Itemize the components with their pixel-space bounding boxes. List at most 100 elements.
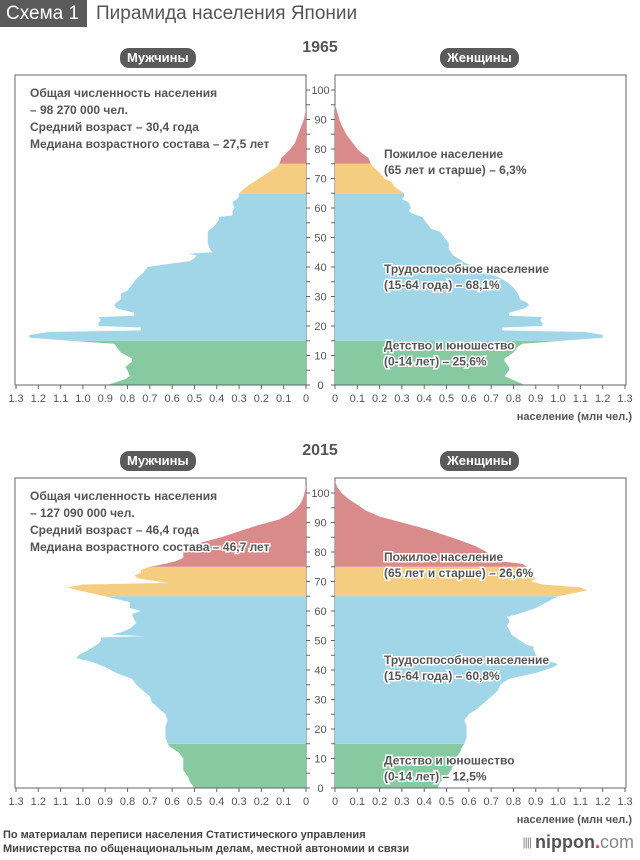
y2015-stat-line: – 127 090 000 чел.: [30, 506, 135, 520]
y1965-men-x-tick-label: 1.1: [53, 393, 68, 405]
y2015-women-x-tick-label: 0.5: [439, 796, 454, 808]
y1965-stat-line: Общая численность населения: [30, 86, 217, 100]
y1965-women-x-tick-label: 0.2: [372, 393, 387, 405]
y2015-age-tick-label: 70: [314, 577, 326, 589]
y2015-stat-line: Медиана возрастного состава – 46,7 лет: [30, 540, 270, 554]
y2015-women-band-0-15: [335, 743, 465, 788]
y1965-women-x-tick-label: 0: [332, 393, 338, 405]
y2015-women-x-tick-label: 0.4: [417, 796, 432, 808]
y1965-men-x-tick-label: 0.3: [231, 393, 246, 405]
y1965-men-x-tick-label: 0.8: [120, 393, 135, 405]
men-label-2015: Мужчины: [120, 451, 196, 471]
y2015-age-tick-label: 90: [314, 518, 326, 530]
y2015-age-tick-label: 10: [314, 754, 326, 766]
y1965-women-x-tick-label: 0.6: [461, 393, 476, 405]
y2015-annotation-share: (15-64 года) – 60,8%: [384, 669, 500, 683]
y2015-women-x-tick-label: 0.7: [484, 796, 499, 808]
y1965-women-x-tick-label: 1.1: [573, 393, 588, 405]
women-label-1965: Женщины: [440, 48, 519, 68]
y2015-women-x-tick-label: 0.3: [394, 796, 409, 808]
y2015-men-x-tick-label: 0.3: [231, 796, 246, 808]
y1965-men-x-tick-label: 0.4: [209, 393, 224, 405]
y1965-men-band-0-15: [69, 340, 306, 385]
y2015-men-x-tick-label: 0.7: [142, 796, 157, 808]
y2015-stat-line: Средний возраст – 46,4 года: [30, 523, 199, 537]
y1965-women-x-tick-label: 0.1: [350, 393, 365, 405]
year-label-1965: 1965: [302, 39, 338, 56]
y1965-annotation-title: Пожилое население: [384, 147, 504, 161]
y1965-age-tick-label: 100: [311, 85, 329, 97]
source-note: По материалам переписи населения Статист…: [3, 828, 409, 856]
y1965-age-tick-label: 60: [314, 203, 326, 215]
y2015-men-x-tick-label: 0.2: [254, 796, 269, 808]
y1965-women-x-tick-label: 1.2: [595, 393, 610, 405]
y1965-women-x-tick-label: 0.9: [528, 393, 543, 405]
y2015-age-tick-label: 40: [314, 665, 326, 677]
y1965-stat-line: Медиана возрастного состава – 27,5 лет: [30, 137, 270, 151]
y1965-women-band-75-105: [335, 104, 371, 164]
y1965-women-x-tick-label: 1.3: [617, 393, 632, 405]
y1965-men-x-tick-label: 0: [303, 393, 309, 405]
y1965-women-x-tick-label: 0.4: [417, 393, 432, 405]
source-line-1: По материалам переписи населения Статист…: [3, 829, 366, 841]
y2015-annotation-title: Пожилое население: [384, 550, 504, 564]
y1965-age-tick-label: 0: [317, 380, 323, 392]
y2015-men-x-tick-label: 1.3: [8, 796, 23, 808]
y2015-men-band-0-15: [167, 743, 306, 788]
y1965-age-tick-label: 30: [314, 292, 326, 304]
y2015-annotation-title: Трудоспособное население: [384, 653, 549, 667]
y2015-women-x-tick-label: 0.1: [350, 796, 365, 808]
y1965-annotation-share: (65 лет и старше) – 6,3%: [384, 163, 527, 177]
y2015-women-x-tick-label: 0.2: [372, 796, 387, 808]
y2015-men-band-65-75: [67, 566, 306, 597]
y2015-men-x-tick-label: 0.6: [165, 796, 180, 808]
y1965-men-x-tick-label: 0.6: [165, 393, 180, 405]
y2015-men-x-tick-label: 1.1: [53, 796, 68, 808]
y2015-women-x-tick-label: 0: [332, 796, 338, 808]
y2015-women-x-tick-label: 0.8: [506, 796, 521, 808]
y2015-women-x-tick-label: 0.9: [528, 796, 543, 808]
logo-bars-icon: ||||: [522, 835, 533, 849]
y2015-age-tick-label: 60: [314, 606, 326, 618]
y1965-men-x-tick-label: 0.9: [98, 393, 113, 405]
y2015-stat-line: Общая численность населения: [30, 489, 217, 503]
y1965-age-tick-label: 50: [314, 233, 326, 245]
y2015-age-tick-label: 20: [314, 724, 326, 736]
page-title: Пирамида населения Японии: [96, 3, 358, 24]
y1965-annotation-share: (0-14 лет) – 25,6%: [384, 355, 487, 369]
y2015-annotation-title: Детство и юношество: [384, 753, 515, 767]
y1965-women-band-65-75: [335, 163, 405, 194]
y2015-age-tick-label: 0: [317, 783, 323, 795]
y1965-men-band-65-75: [239, 163, 306, 194]
y1965-annotation-share: (15-64 года) – 68,1%: [384, 278, 500, 292]
y2015-men-x-tick-label: 0.1: [276, 796, 291, 808]
y1965-women-band-0-15: [335, 340, 563, 385]
y1965-men-band-75-105: [279, 107, 306, 164]
y1965-stat-line: Средний возраст – 30,4 года: [30, 120, 199, 134]
figure-badge: Схема 1: [0, 0, 88, 27]
y1965-men-x-tick-label: 0.7: [142, 393, 157, 405]
y2015-men-x-tick-label: 0.9: [98, 796, 113, 808]
y1965-age-tick-label: 90: [314, 115, 326, 127]
y1965-women-x-tick-label: 0.5: [439, 393, 454, 405]
y2015-men-x-tick-label: 0.8: [120, 796, 135, 808]
y1965-women-x-tick-label: 1.0: [550, 393, 565, 405]
y1965-annotation-title: Трудоспособное население: [384, 262, 549, 276]
y2015-women-x-tick-label: 1.0: [550, 796, 565, 808]
y2015-women-band-15-65: [335, 596, 559, 744]
y2015-men-band-15-65: [76, 596, 306, 744]
y2015-age-tick-label: 30: [314, 695, 326, 707]
y1965-men-x-tick-label: 0.2: [254, 393, 269, 405]
source-line-2: Министерства по общенациональным делам, …: [3, 843, 410, 855]
y1965-women-x-tick-label: 0.8: [506, 393, 521, 405]
y2015-men-x-tick-label: 1.2: [31, 796, 46, 808]
y1965-men-x-tick-label: 0.5: [187, 393, 202, 405]
y2015-age-tick-label: 100: [311, 488, 329, 500]
y1965-x-axis-label: население (млн чел.): [517, 411, 633, 423]
y1965-men-band-15-65: [29, 193, 307, 341]
y2015-women-band-65-75: [335, 566, 588, 597]
y2015-women-x-tick-label: 0.6: [461, 796, 476, 808]
nippon-logo: |||| nippon.com: [522, 832, 634, 852]
y1965-men-x-tick-label: 1.2: [31, 393, 46, 405]
